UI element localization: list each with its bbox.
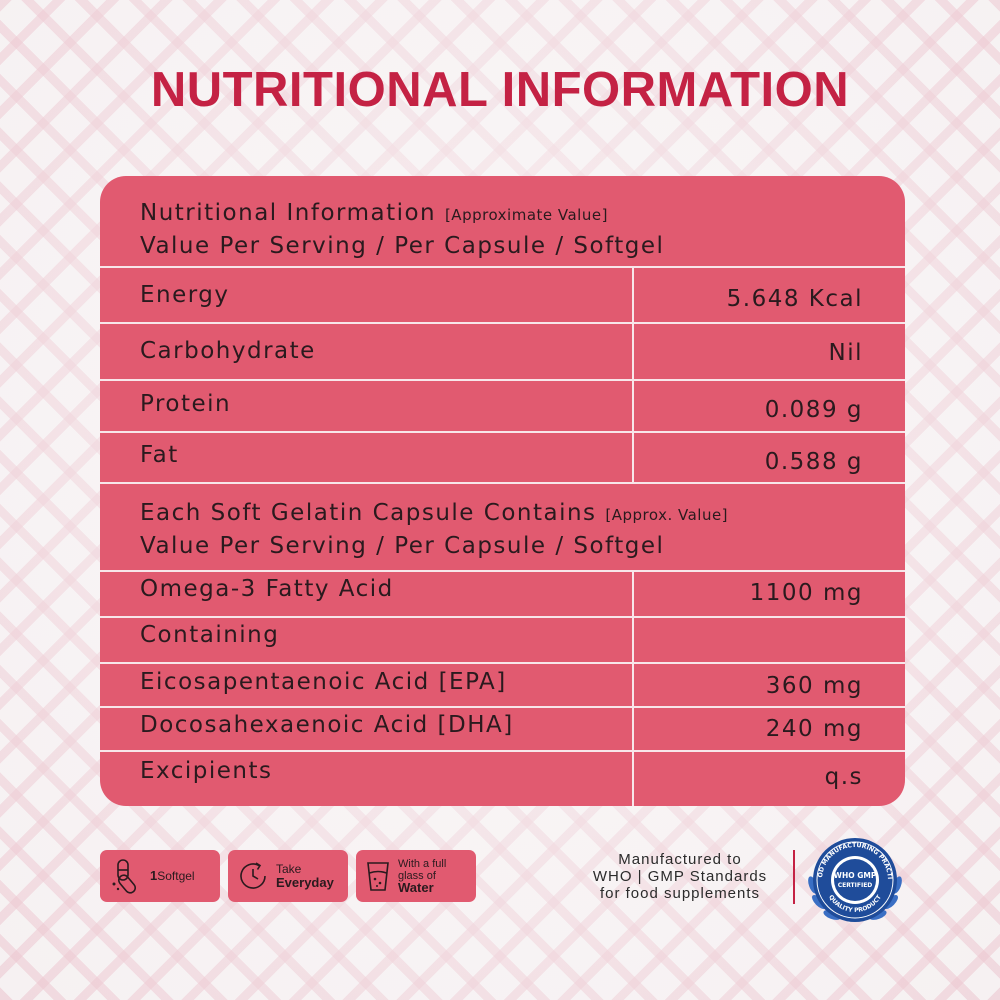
header-note: [Approximate Value] — [444, 206, 608, 224]
mfg-line: for food supplements — [599, 885, 761, 902]
row-value: q.s — [824, 764, 863, 790]
row-label: Omega-3 Fatty Acid — [100, 572, 634, 616]
page-title: NUTRITIONAL INFORMATION — [150, 63, 850, 117]
badge-text: glass of — [398, 869, 436, 882]
table-header-nutrition: Nutritional Information [Approximate Val… — [100, 176, 905, 268]
row-label: Energy — [100, 268, 634, 322]
header-title: Each Soft Gelatin Capsule Contains — [140, 500, 597, 526]
table-row: Fat 0.588 g — [100, 433, 905, 484]
table-row: Energy 5.648 Kcal — [100, 268, 905, 324]
divider — [793, 850, 795, 904]
badge-water: With a full glass of Water — [356, 850, 476, 902]
badge-dosage: 1Softgel — [100, 850, 220, 902]
badge-count: 1 — [150, 868, 158, 883]
row-label: Carbohydrate — [100, 324, 634, 379]
header-note: [Approx. Value] — [605, 506, 729, 524]
table-header-capsule: Each Soft Gelatin Capsule Contains [Appr… — [100, 484, 905, 572]
row-label: Protein — [100, 381, 634, 431]
table-row: Carbohydrate Nil — [100, 324, 905, 381]
usage-badges: 1Softgel Take Everyday With a full glass o… — [100, 850, 476, 902]
capsule-icon — [112, 859, 137, 894]
table-row: Containing — [100, 618, 905, 664]
badge-frequency: Take Everyday — [228, 850, 348, 902]
manufacturing-statement: Manufactured to WHO | GMP Standards for … — [560, 851, 800, 902]
glass-icon — [367, 862, 389, 891]
header-subtitle: Value Per Serving / Per Capsule / Softge… — [140, 533, 665, 559]
seal-center-title: WHO GMP — [834, 871, 877, 880]
row-value: 0.089 g — [764, 397, 863, 423]
badge-text: Softgel — [157, 869, 195, 883]
row-value: 0.588 g — [764, 449, 863, 475]
row-label: Fat — [100, 433, 634, 482]
row-value: Nil — [828, 340, 863, 366]
header-title: Nutritional Information — [140, 200, 437, 226]
badge-emphasis: Everyday — [276, 874, 334, 890]
badge-text: Take — [276, 861, 302, 876]
table-row: Docosahexaenoic Acid [DHA] 240 mg — [100, 708, 905, 752]
row-label: Eicosapentaenoic Acid [EPA] — [100, 664, 634, 706]
seal-center-subtitle: CERTIFIED — [838, 882, 873, 889]
row-value — [634, 618, 905, 662]
mfg-line: WHO | GMP Standards — [592, 868, 768, 885]
row-value: 360 mg — [765, 673, 863, 699]
table-row: Omega-3 Fatty Acid 1100 mg — [100, 572, 905, 618]
mfg-line: Manufactured to — [618, 851, 742, 868]
row-value: 240 mg — [765, 716, 863, 742]
table-row: Eicosapentaenoic Acid [EPA] 360 mg — [100, 664, 905, 708]
row-label: Excipients — [100, 752, 634, 806]
row-label: Containing — [100, 618, 634, 662]
badge-text: With a full — [398, 857, 447, 870]
who-gmp-seal: GOOD MANUFACTURING PRACTICE QUALITY PROD… — [805, 830, 902, 922]
row-value: 5.648 Kcal — [726, 286, 863, 312]
table-row: Excipients q.s — [100, 752, 905, 806]
header-subtitle: Value Per Serving / Per Capsule / Softge… — [140, 233, 665, 259]
nutrition-table: Nutritional Information [Approximate Val… — [100, 176, 905, 806]
row-value: 1100 mg — [749, 580, 863, 606]
clock-icon — [240, 862, 266, 889]
row-label: Docosahexaenoic Acid [DHA] — [100, 708, 634, 750]
badge-emphasis: Water — [398, 879, 434, 895]
table-row: Protein 0.089 g — [100, 381, 905, 433]
